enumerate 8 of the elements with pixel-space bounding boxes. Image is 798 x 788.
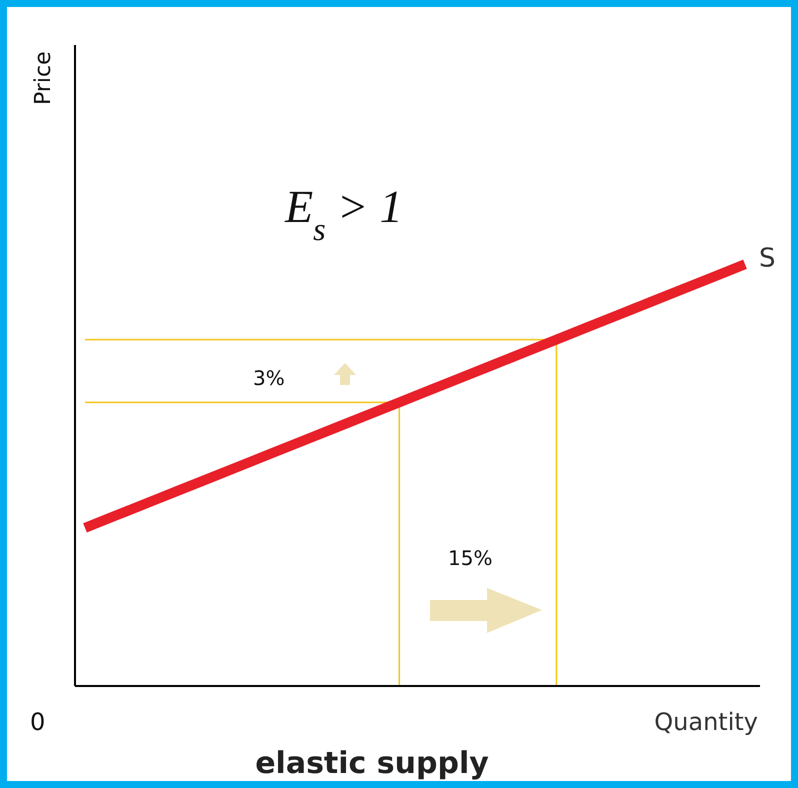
annotation: 15%: [448, 546, 492, 570]
text: 0: [30, 708, 46, 736]
series-label: S: [759, 243, 776, 274]
text: E$_{s}$ > 1: [284, 181, 403, 247]
annotation: 3%: [253, 366, 285, 390]
x-axis-title: Quantity: [654, 708, 758, 736]
text: elastic supply: [255, 746, 490, 781]
text: Price: [31, 51, 56, 105]
